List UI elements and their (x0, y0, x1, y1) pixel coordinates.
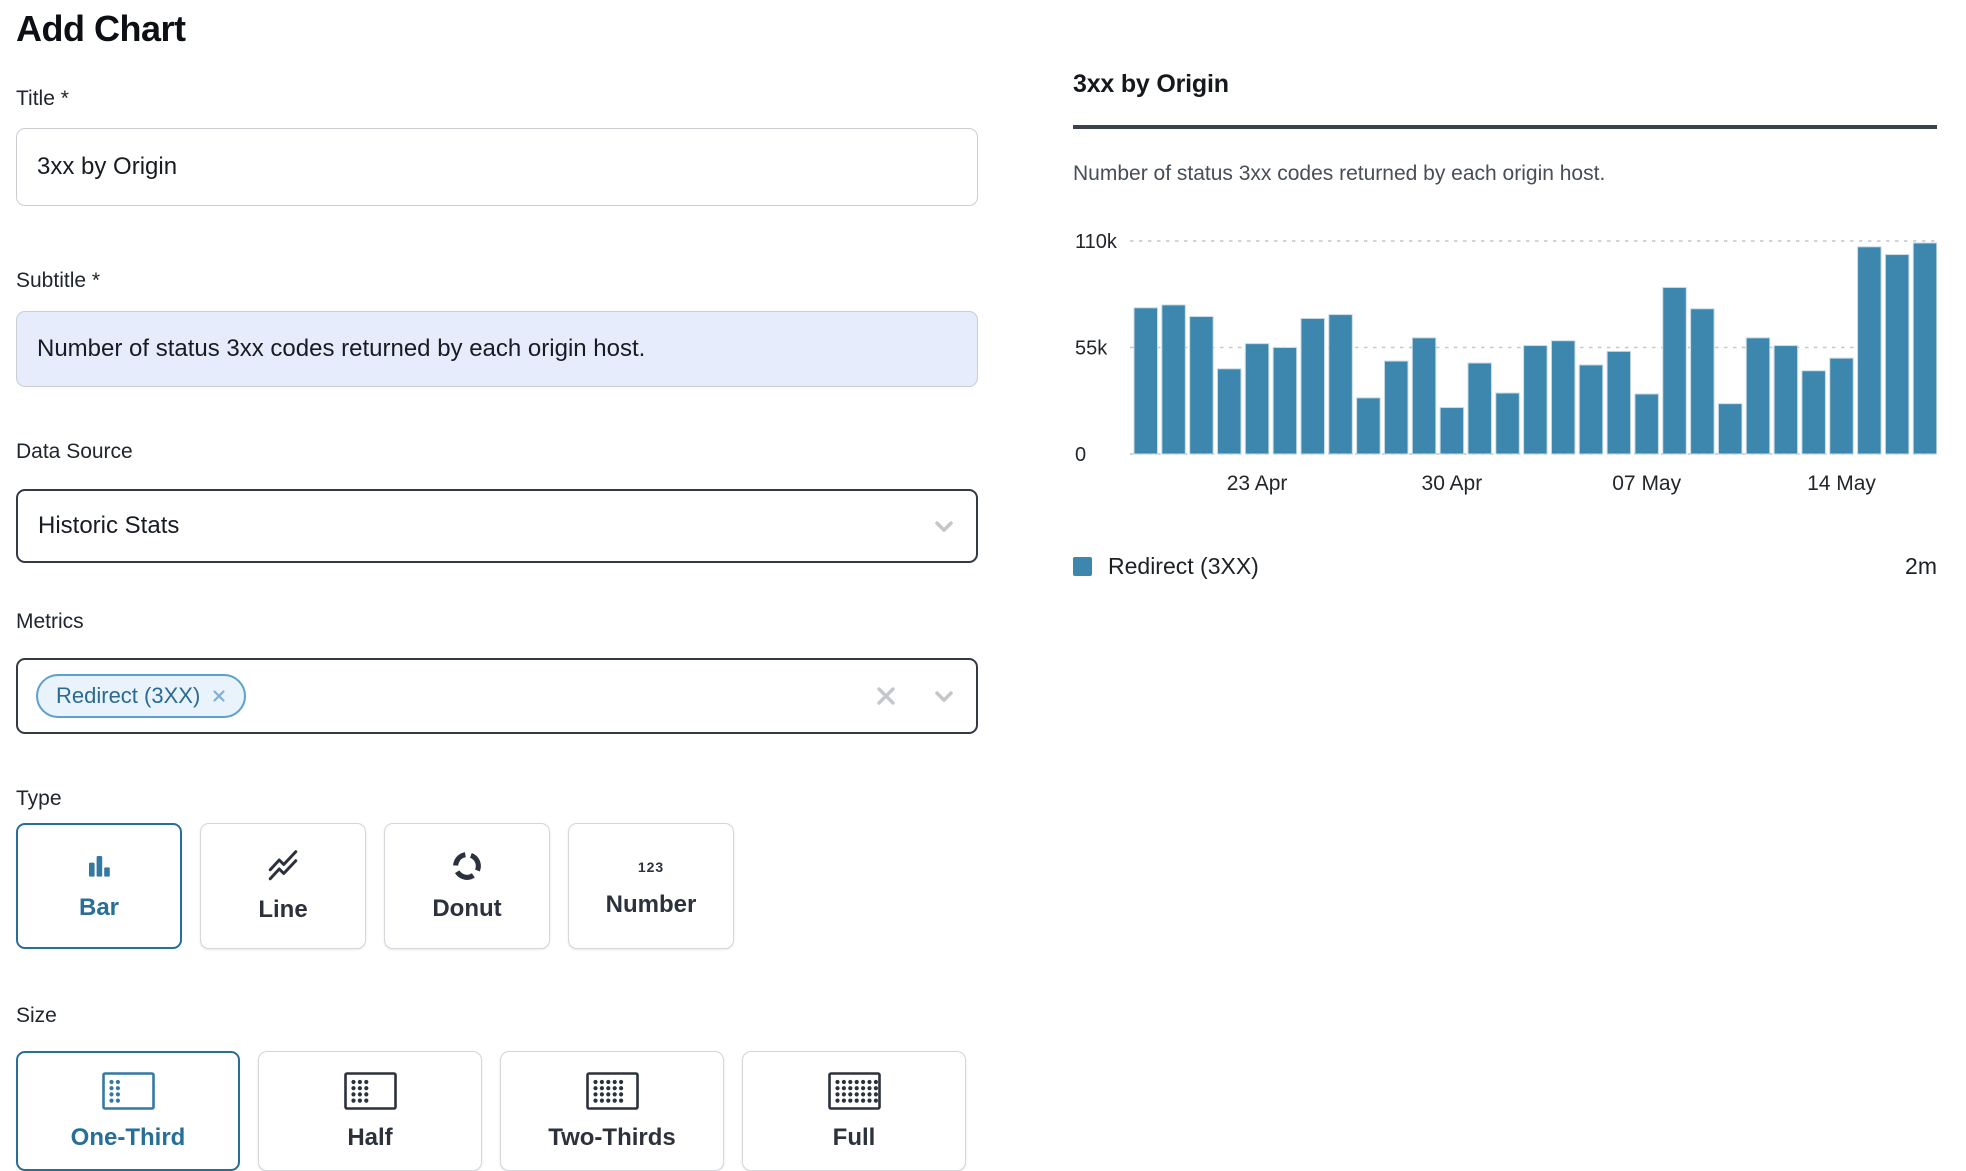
subtitle-label: Subtitle * (16, 269, 101, 292)
size-option-group: One-Third Half Two-Thirds Full (16, 1051, 978, 1171)
data-source-label: Data Source (16, 440, 133, 463)
bar-14-may (1829, 357, 1854, 455)
bar-11-may (1745, 337, 1771, 455)
bar-chart-svg: 0 55k 110k 23 Apr 30 Apr 07 May 14 May (1075, 231, 1938, 495)
legend-total-value: 2m (1905, 553, 1937, 579)
bar-26-apr (1328, 314, 1353, 455)
size-option-one-third[interactable]: One-Third (16, 1051, 240, 1171)
type-option-label: Number (605, 891, 697, 918)
bar-06-may (1606, 350, 1632, 455)
data-source-value: Historic Stats (38, 512, 180, 539)
bar-chart-icon (83, 850, 115, 882)
type-option-bar[interactable]: Bar (16, 823, 182, 949)
donut-chart-icon (450, 849, 484, 883)
bar-09-may (1690, 308, 1715, 455)
chart-legend: Redirect (3XX) 2m (1073, 553, 1937, 580)
bar-24-apr (1272, 347, 1298, 455)
bar-08-may (1662, 286, 1687, 455)
legend-series-label: Redirect (3XX) (1108, 553, 1259, 579)
bar-19-apr (1133, 307, 1158, 455)
bar-23-apr (1244, 343, 1270, 455)
size-option-two-thirds[interactable]: Two-Thirds (500, 1051, 724, 1171)
data-source-select[interactable]: Historic Stats (16, 489, 978, 563)
size-half-icon (342, 1071, 399, 1112)
size-option-half[interactable]: Half (258, 1051, 482, 1171)
x-axis-tick-label: 14 May (1807, 472, 1876, 495)
bar-05-may (1578, 364, 1604, 455)
subtitle-input[interactable] (16, 311, 978, 387)
bar-29-apr (1411, 337, 1437, 455)
title-divider (1073, 125, 1937, 129)
bar-04-may (1550, 340, 1576, 455)
type-option-line[interactable]: Line (200, 823, 366, 949)
size-full-icon (826, 1071, 883, 1112)
chevron-down-icon (930, 512, 958, 540)
page-title: Add Chart (16, 8, 186, 49)
size-label: Size (16, 1004, 57, 1027)
title-input[interactable] (16, 128, 978, 206)
size-option-label: Two-Thirds (548, 1123, 676, 1151)
y-axis-tick-label: 110k (1075, 231, 1118, 253)
bar-17-may (1912, 242, 1938, 455)
bar-27-apr (1356, 397, 1381, 455)
number-icon: 123 (631, 853, 671, 879)
bar-22-apr (1216, 368, 1242, 455)
bar-chart: 0 55k 110k 23 Apr 30 Apr 07 May 14 May (1073, 224, 1938, 507)
x-axis-tick-label: 30 Apr (1422, 472, 1483, 495)
size-option-label: One-Third (70, 1123, 186, 1151)
size-one-third-icon (100, 1071, 157, 1112)
type-option-number[interactable]: 123 Number (568, 823, 734, 949)
type-label: Type (16, 787, 62, 810)
add-chart-form: Add Chart Title * Subtitle * Data Source… (16, 0, 978, 1171)
legend-swatch (1073, 557, 1092, 576)
y-axis-tick-label: 55k (1075, 338, 1108, 360)
bar-10-may (1717, 403, 1743, 455)
x-axis-tick-label: 23 Apr (1227, 472, 1288, 495)
size-option-label: Full (832, 1123, 876, 1151)
bar-28-apr (1383, 360, 1409, 455)
size-option-label: Half (347, 1123, 393, 1151)
y-axis-tick-label: 0 (1075, 444, 1086, 466)
bar-21-apr (1189, 316, 1214, 455)
bar-07-may (1634, 393, 1659, 455)
bar-20-apr (1161, 304, 1186, 455)
bar-15-may (1857, 246, 1882, 455)
type-option-label: Donut (432, 895, 502, 922)
metrics-label: Metrics (16, 610, 84, 633)
preview-title: 3xx by Origin (1073, 70, 1229, 98)
type-option-label: Line (258, 896, 308, 923)
chevron-down-icon[interactable] (930, 682, 958, 710)
bar-13-may (1801, 370, 1826, 455)
bar-03-may (1523, 345, 1548, 455)
bar-01-may (1467, 362, 1492, 455)
metric-chip: Redirect (3XX) (36, 674, 247, 718)
metrics-chip-list: Redirect (3XX) (36, 674, 247, 718)
chip-remove-icon[interactable] (212, 689, 226, 703)
size-option-full[interactable]: Full (742, 1051, 966, 1171)
metrics-multiselect[interactable]: Redirect (3XX) (16, 658, 978, 734)
bar-25-apr (1300, 317, 1325, 455)
size-two-thirds-icon (584, 1071, 641, 1112)
x-axis-tick-label: 07 May (1612, 472, 1681, 495)
bar-16-may (1884, 254, 1910, 455)
title-label: Title * (16, 87, 69, 110)
bar-30-apr (1439, 407, 1465, 455)
metric-chip-label: Redirect (3XX) (56, 683, 201, 708)
svg-text:123: 123 (638, 859, 664, 875)
clear-all-icon[interactable] (874, 684, 898, 708)
type-option-group: Bar Line Donut 123 Number (16, 823, 978, 949)
type-option-donut[interactable]: Donut (384, 823, 550, 949)
type-option-label: Bar (78, 894, 120, 921)
chart-preview-panel: 3xx by Origin Number of status 3xx codes… (1073, 0, 1938, 580)
preview-subtitle: Number of status 3xx codes returned by e… (1073, 162, 1606, 185)
bar-02-may (1495, 392, 1520, 455)
bar-12-may (1773, 345, 1799, 455)
line-chart-icon (265, 848, 301, 884)
